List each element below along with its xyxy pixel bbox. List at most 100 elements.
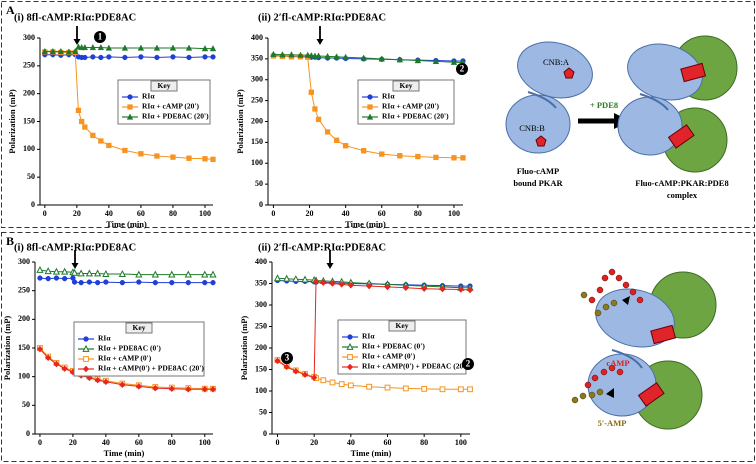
annotation: 2 [460,64,465,74]
marker [168,270,176,278]
marker [57,47,65,55]
legend-marker [347,334,353,340]
x-tick-label: 100 [448,209,460,218]
marker [49,47,57,55]
x-tick-label: 0 [38,438,42,447]
marker [169,44,177,51]
y-tick-label: 200 [255,343,267,352]
legend-title: Key [400,81,413,90]
y-axis-label: Polarization (mP) [235,89,245,154]
state-label: bound PKAR [513,178,563,188]
marker [315,116,322,123]
marker [90,132,96,139]
marker [333,137,340,143]
panel-frame [1,232,755,462]
marker [292,275,300,283]
marker [270,50,277,57]
marker [274,357,281,365]
y-tick-label: 250 [18,285,30,294]
y-tick-label: 0 [259,200,263,209]
x-tick-label: 60 [135,438,143,447]
marker [209,270,217,278]
marker [81,43,89,51]
legend-label: RIα + cAMP (0') [98,354,152,363]
marker [119,279,126,286]
marker [53,360,60,368]
marker [451,155,457,161]
marker [209,385,217,393]
marker [329,379,336,386]
legend-label: RIα + cAMP (20') [142,102,199,111]
chart: (ii) 2′fl-cAMP:RIα:PDE8AC050100150200250… [239,242,474,458]
marker [347,382,354,389]
legend-title-box [388,320,416,332]
legend-marker [346,363,354,371]
marker [53,275,60,281]
annotation-badge [462,358,474,370]
marker [324,129,331,135]
marker [102,269,110,277]
marker [90,54,96,60]
marker [98,138,104,144]
marker [414,57,422,64]
legend-title-box [125,322,153,334]
y-tick-label: 150 [18,343,30,352]
marker [138,54,144,60]
marker [185,279,191,286]
marker [184,270,192,278]
marker [118,269,126,277]
marker [360,54,367,61]
marker [136,279,142,285]
marker [170,54,176,60]
marker [122,147,128,154]
domain-label: CNB:B [519,123,545,133]
y-tick-label: 0 [263,429,267,438]
x-tick-label: 60 [378,209,386,218]
y-tick-label: 250 [251,95,263,104]
marker [202,156,208,162]
marker [36,345,44,353]
marker [41,47,49,55]
x-axis-label: Time (min) [345,219,386,229]
legend-marker [83,356,89,362]
annotation: 3 [285,353,290,363]
panel-frame [1,1,755,228]
marker [185,385,192,393]
marker [402,385,409,392]
marker [65,48,73,55]
marker [312,106,318,112]
y-tick-label: 0 [31,200,35,209]
marker [273,274,282,282]
marker [70,268,79,276]
marker [320,279,327,287]
legend-label: RIα + PDE8AC (20') [142,112,209,121]
y-axis-label: Polarization (mP) [2,316,12,381]
x-tick-label: 80 [420,438,428,447]
marker [366,383,373,390]
legend-title: Key [158,81,171,90]
state-label: complex [667,190,698,200]
marker [105,44,113,51]
marker [396,56,404,63]
marker [186,54,192,61]
y-tick-label: 300 [23,33,35,42]
marker [78,279,84,286]
marker [52,267,61,275]
marker [86,279,93,285]
marker [71,279,78,285]
x-tick-label: 80 [414,209,422,218]
marker [168,385,175,393]
marker [329,280,336,287]
marker [210,279,216,286]
marker [378,55,385,62]
x-tick-label: 60 [384,438,392,447]
marker [154,54,160,61]
marker [288,51,295,58]
legend-marker [346,342,354,350]
annotation-badge [94,31,106,43]
x-tick-label: 80 [168,438,176,447]
y-tick-label: 250 [23,61,35,70]
x-tick-label: 20 [310,438,318,447]
marker [138,151,144,157]
arrow-head [316,39,324,45]
